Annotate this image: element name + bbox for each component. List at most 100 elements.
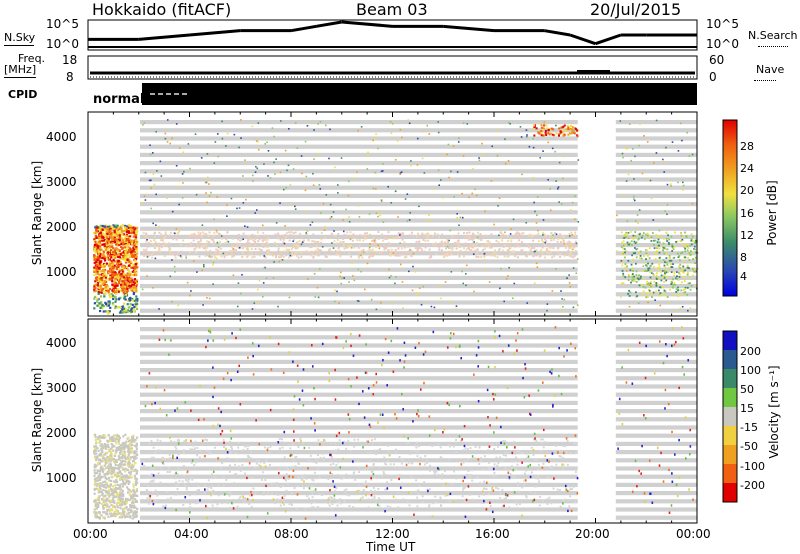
- power-echo: [292, 239, 295, 242]
- velocity-echo: [115, 491, 118, 494]
- velocity-echo: [102, 446, 105, 450]
- velocity-echo: [105, 466, 108, 469]
- power-echo: [114, 282, 117, 285]
- velocity-echo: [292, 466, 295, 469]
- power-echo: [572, 267, 575, 269]
- velocity-echo: [93, 474, 96, 477]
- velocity-echo: [119, 444, 122, 447]
- velocity-echo: [284, 479, 287, 482]
- velocity-echo: [389, 506, 392, 509]
- power-echo: [301, 172, 303, 175]
- power-echo: [655, 234, 658, 236]
- power-echo: [232, 254, 235, 257]
- power-echo: [574, 128, 577, 131]
- power-echo: [125, 276, 128, 280]
- power-echo: [357, 129, 360, 132]
- power-echo: [679, 239, 682, 242]
- power-echo: [258, 248, 261, 251]
- velocity-echo: [260, 478, 263, 481]
- power-echo: [95, 283, 98, 286]
- power-echo: [102, 304, 106, 308]
- velocity-echo: [124, 502, 127, 505]
- power-echo: [126, 251, 129, 254]
- power-echo: [464, 272, 467, 275]
- power-echo: [559, 132, 562, 135]
- power-echo: [379, 214, 381, 217]
- power-echo: [115, 255, 119, 258]
- power-echo: [517, 239, 520, 242]
- power-echo: [105, 285, 109, 289]
- power-echo: [196, 237, 199, 240]
- power-echo: [99, 285, 102, 288]
- velocity-echo: [127, 488, 130, 491]
- power-echo: [441, 233, 444, 236]
- power-echo: [205, 192, 207, 194]
- power-echo: [111, 276, 114, 279]
- power-echo: [647, 301, 649, 304]
- power-echo: [120, 273, 123, 276]
- power-echo: [573, 246, 576, 249]
- power-echo: [565, 129, 568, 132]
- power-echo: [136, 229, 139, 232]
- velocity-echo: [177, 440, 180, 443]
- power-echo: [388, 276, 391, 279]
- velocity-echo: [270, 492, 273, 495]
- range-gate-stripe: [615, 259, 697, 264]
- power-echo: [552, 238, 555, 241]
- power-echo: [678, 276, 681, 278]
- velocity-echo: [110, 452, 113, 455]
- power-echo: [382, 251, 385, 254]
- power-echo: [676, 240, 679, 243]
- velocity-echo: [109, 460, 112, 463]
- power-echo: [665, 257, 668, 260]
- power-echo: [146, 245, 149, 248]
- power-echo: [486, 240, 489, 243]
- power-echo: [399, 172, 402, 174]
- velocity-echo: [98, 438, 101, 442]
- power-echo: [363, 235, 366, 238]
- power-echo: [680, 270, 683, 273]
- velocity-echo: [301, 485, 304, 488]
- power-echo: [114, 248, 117, 251]
- power-echo: [623, 237, 626, 239]
- power-echo: [122, 252, 125, 256]
- power-echo: [569, 246, 572, 248]
- velocity-echo: [194, 440, 197, 443]
- power-echo: [95, 278, 98, 282]
- velocity-echo: [152, 456, 155, 459]
- velocity-echo: [290, 492, 293, 495]
- power-echo: [128, 237, 131, 240]
- power-echo: [334, 289, 336, 292]
- power-echo: [105, 230, 108, 234]
- velocity-echo: [525, 494, 528, 497]
- power-echo: [368, 247, 371, 250]
- velocity-echo: [493, 467, 496, 470]
- power-echo: [107, 304, 110, 307]
- power-echo: [244, 225, 246, 227]
- power-echo: [160, 233, 163, 236]
- power-echo: [158, 248, 161, 251]
- power-echo: [106, 254, 109, 258]
- power-echo: [215, 248, 218, 251]
- power-echo: [105, 245, 108, 249]
- power-echo: [93, 261, 96, 264]
- power-echo: [671, 245, 674, 248]
- power-echo: [396, 140, 399, 142]
- power-echo: [410, 251, 413, 254]
- power-echo: [660, 286, 663, 289]
- power-echo: [519, 126, 522, 128]
- velocity-echo: [126, 446, 130, 449]
- power-echo: [466, 123, 469, 125]
- velocity-echo: [367, 506, 370, 509]
- power-echo: [96, 255, 99, 258]
- power-echo: [279, 120, 282, 122]
- power-echo: [338, 302, 340, 305]
- velocity-echo: [504, 440, 507, 443]
- power-echo: [343, 233, 346, 236]
- power-echo: [304, 140, 307, 143]
- velocity-cbar-tick-m50: -50: [740, 440, 758, 453]
- power-echo: [646, 249, 648, 252]
- velocity-ytick-1000: 1000: [46, 471, 77, 485]
- power-echo: [462, 282, 465, 285]
- velocity-echo: [93, 445, 96, 448]
